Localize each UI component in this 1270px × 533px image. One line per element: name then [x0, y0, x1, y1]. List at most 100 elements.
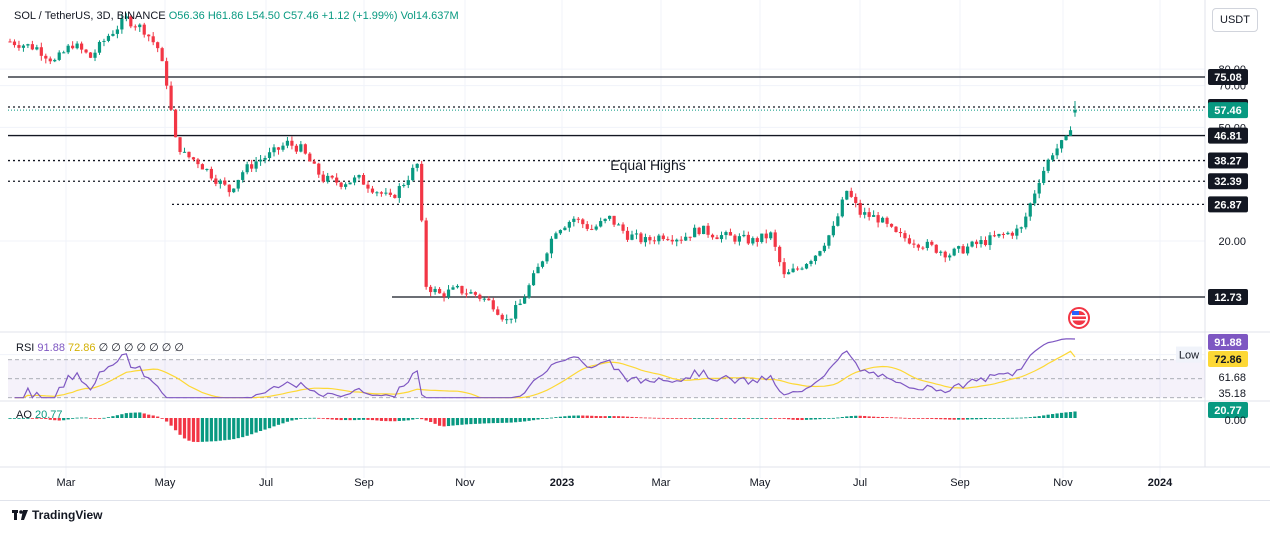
candle-body [151, 36, 155, 43]
equal-highs-annotation: Equal Highs [610, 157, 686, 173]
candle-body [800, 268, 804, 270]
ao-bar [290, 418, 294, 421]
candle-body [952, 248, 956, 256]
ao-bar [442, 418, 446, 427]
ao-bar [737, 418, 741, 419]
ao-bar [1051, 414, 1055, 418]
ao-bar [974, 418, 979, 420]
ao-bar [187, 418, 191, 441]
candle-body [889, 223, 894, 227]
ao-bar [196, 418, 200, 443]
time-tick-label: Jul [259, 477, 273, 489]
ao-bar [129, 412, 133, 418]
event-flag-icon[interactable] [1068, 307, 1090, 329]
ao-bar [827, 418, 831, 419]
rsi-legend[interactable]: RSI 91.88 72.86 ∅ ∅ ∅ ∅ ∅ ∅ ∅ [16, 341, 184, 354]
candle-body [974, 241, 979, 245]
candle-body [1001, 233, 1006, 235]
candle-body [147, 34, 151, 37]
level-label: 75.08 [1214, 72, 1242, 84]
rsi-ma-value: 72.86 [68, 342, 96, 354]
candle-body [818, 251, 822, 256]
candle-body [276, 147, 281, 150]
candle-body [1015, 228, 1019, 236]
ao-bar [17, 418, 21, 419]
candle-body [514, 305, 518, 319]
ao-bar [670, 418, 674, 419]
candle-body [393, 194, 397, 198]
candle-body [182, 151, 187, 153]
candle-body [344, 184, 348, 187]
ao-bar [836, 417, 840, 419]
candle-body [697, 227, 701, 235]
candle-body [312, 161, 316, 164]
ao-bar [173, 418, 178, 431]
ao-bar [585, 415, 589, 418]
candle-body [898, 232, 903, 234]
ao-bar [370, 418, 375, 421]
symbol-name[interactable]: SOL / TetherUS, 3D, BINANCE [14, 10, 166, 22]
ao-bar [518, 418, 522, 422]
candle-body [317, 163, 321, 175]
ao-bar [755, 418, 759, 419]
chart-canvas[interactable]: 80.0070.0050.0020.008.00Low75.0858.9546.… [0, 0, 1270, 500]
candle-body [581, 219, 585, 225]
currency-button[interactable]: USDT [1212, 8, 1258, 32]
ao-bar [375, 418, 379, 421]
candle-body [603, 218, 607, 222]
candle-body [352, 177, 357, 183]
candle-body [97, 41, 102, 53]
ao-bar [943, 418, 947, 420]
candle-body [809, 261, 813, 264]
candle-body [1042, 170, 1046, 183]
ao-legend[interactable]: AO 20.77 [16, 409, 63, 421]
ao-bar [567, 415, 571, 418]
ao-bar [263, 418, 267, 430]
ao-bar [666, 418, 670, 419]
candle-body [1033, 193, 1037, 204]
candle-body [921, 247, 925, 249]
ao-bar [1033, 416, 1037, 418]
ao-bar [930, 418, 934, 419]
candle-body [48, 58, 52, 62]
low-value: L54.50 [246, 10, 281, 22]
tradingview-logo-icon[interactable] [12, 510, 28, 520]
ao-bar [124, 413, 128, 418]
ao-bar [872, 416, 876, 418]
candle-body [442, 293, 446, 297]
candle-body [791, 268, 795, 273]
candle-body [710, 234, 715, 238]
candle-body [737, 236, 741, 242]
candle-body [934, 244, 938, 253]
ao-bar [724, 418, 728, 419]
ao-bar [630, 416, 634, 418]
ao-bar [710, 418, 715, 419]
ao-bar [1028, 417, 1032, 418]
candle-body [460, 285, 464, 294]
ao-bar [138, 412, 142, 418]
candle-body [106, 35, 111, 41]
ao-bar [326, 418, 330, 420]
ao-bar [706, 418, 710, 419]
ao-bar [357, 418, 361, 420]
ao-bar [634, 417, 639, 418]
ao-bar [205, 418, 209, 442]
brand-name[interactable]: TradingView [32, 508, 103, 522]
ao-bar [460, 418, 464, 425]
candle-body [496, 309, 500, 315]
candle-body [26, 44, 30, 46]
time-tick-label: Jul [853, 477, 867, 489]
ao-bar [639, 417, 643, 419]
ao-bar [880, 416, 885, 418]
candle-body [527, 285, 531, 298]
candle-body [366, 184, 370, 189]
ao-bar [625, 416, 630, 418]
candle-body [961, 246, 965, 254]
ao-bar [35, 418, 39, 419]
ao-bar [795, 418, 800, 421]
candle-body [648, 237, 652, 241]
ao-bar [608, 416, 612, 418]
candle-body [406, 180, 410, 185]
time-tick-label: Nov [455, 477, 475, 489]
candle-body [142, 24, 146, 35]
